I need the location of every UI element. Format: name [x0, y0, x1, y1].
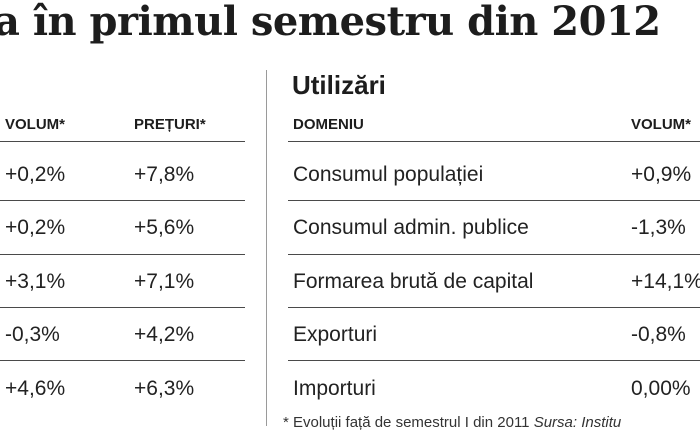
- row-rule-left: [0, 307, 245, 308]
- left-row-3-prices: +7,1%: [134, 270, 195, 293]
- right-row-4-volume: -0,8%: [631, 323, 686, 346]
- footnote: * Evoluții față de semestrul I din 2011 …: [283, 414, 621, 431]
- header-domain: DOMENIU: [293, 116, 364, 133]
- left-row-5-prices: +6,3%: [134, 377, 195, 400]
- footnote-text: * Evoluții față de semestrul I din 2011: [283, 414, 530, 431]
- header-volume-right: VOLUM*: [631, 116, 691, 133]
- row-rule-left: [0, 360, 245, 361]
- column-divider: [266, 70, 267, 426]
- right-row-5-domain: Importuri: [293, 377, 376, 400]
- right-row-2-volume: -1,3%: [631, 216, 686, 239]
- right-row-1-domain: Consumul populației: [293, 163, 484, 186]
- right-row-3-volume: +14,1%: [631, 270, 700, 293]
- page-title: a în primul semestru din 2012: [0, 0, 661, 45]
- row-rule-right: [288, 254, 700, 255]
- right-row-3-domain: Formarea brută de capital: [293, 270, 534, 293]
- left-row-2-volume: +0,2%: [5, 216, 66, 239]
- right-row-5-volume: 0,00%: [631, 377, 691, 400]
- header-volume-left: VOLUM*: [5, 116, 65, 133]
- row-rule-right: [288, 200, 700, 201]
- left-row-2-prices: +5,6%: [134, 216, 195, 239]
- left-row-1-volume: +0,2%: [5, 163, 66, 186]
- right-row-2-domain: Consumul admin. publice: [293, 216, 529, 239]
- left-row-4-volume: -0,3%: [5, 323, 60, 346]
- footnote-source: Sursa: Institu: [533, 414, 622, 431]
- row-rule-left: [0, 254, 245, 255]
- left-row-4-prices: +4,2%: [134, 323, 195, 346]
- left-row-1-prices: +7,8%: [134, 163, 195, 186]
- right-row-1-volume: +0,9%: [631, 163, 692, 186]
- row-rule-right: [288, 360, 700, 361]
- header-prices: PREȚURI*: [134, 116, 206, 133]
- section-title-utilizari: Utilizări: [292, 70, 386, 100]
- right-row-4-domain: Exporturi: [293, 323, 378, 346]
- left-row-5-volume: +4,6%: [5, 377, 66, 400]
- left-row-3-volume: +3,1%: [5, 270, 66, 293]
- row-rule-left: [0, 200, 245, 201]
- row-rule-right: [288, 307, 700, 308]
- header-rule-left: [0, 141, 245, 142]
- header-rule-right: [288, 141, 700, 142]
